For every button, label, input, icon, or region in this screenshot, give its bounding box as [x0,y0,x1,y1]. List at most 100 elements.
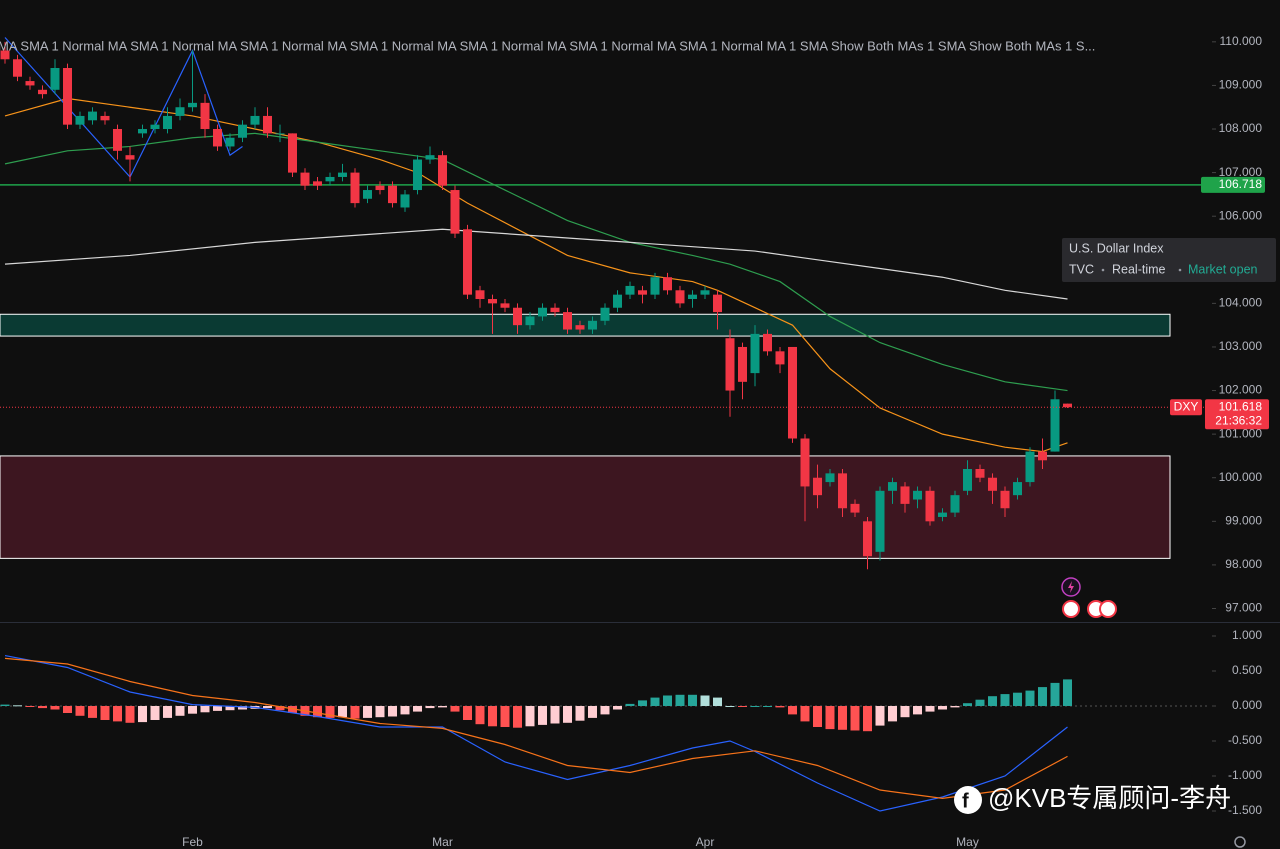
histogram-bar [875,705,885,726]
candle-body [988,477,997,491]
histogram-bar [450,705,460,712]
histogram-bar [50,705,60,710]
candle-body [25,81,35,86]
histogram-bar [788,705,797,715]
candle-body [800,438,810,487]
separator-dot [1178,268,1182,272]
candle-body [1000,490,1010,509]
ma-line [4,228,1068,300]
candle-body [300,172,310,186]
legend-source: TVC [1069,262,1094,276]
watermark-text: @KVB专属顾问-李舟 [988,783,1231,813]
histogram-bar [175,705,185,716]
candle-body [1063,403,1072,408]
y-tick-label: 107.000 [1219,165,1263,179]
histogram-bar [500,705,510,727]
candle-body [450,190,460,234]
candle-body [975,469,985,478]
histogram-bar [213,705,222,711]
histogram-bar [888,705,897,722]
legend-box: U.S. Dollar Index TVC Real-time Market o… [1062,238,1276,282]
candle-body [438,155,447,186]
histogram-bar [275,705,285,711]
candle-body [488,299,497,304]
histogram-bar [188,705,197,714]
candle-body [225,137,235,147]
candle-body [538,307,547,317]
histogram-bar [575,705,585,721]
candle-body [375,185,385,191]
histogram-bar [525,705,535,727]
histogram-bar [413,705,422,712]
histogram-bar [88,705,97,718]
candle-body [0,50,10,60]
histogram-bar [100,705,110,720]
plot-layer: 97.000 98.000 99.000 100.000 101.000 102.000 1… [0,34,1269,849]
symbol-tag-label: DXY [1174,399,1199,413]
candle-body [288,133,297,173]
histogram-bar [738,705,747,707]
histogram-bar [863,705,872,732]
histogram-bar [263,705,272,709]
watermark: f @KVB专属顾问-李舟 [954,783,1231,814]
candle-body [650,277,660,295]
y-tick-label: 97.000 [1225,601,1262,615]
y-tick-label: 110.000 [1220,34,1263,48]
event-icons [1061,577,1117,618]
x-tick-label: Feb [182,835,203,849]
histogram-bar [0,704,10,706]
candle-body [425,155,435,160]
candle-body [888,482,897,491]
price-tag [1205,399,1269,430]
histogram-bar [313,705,322,718]
y-tick-label: 109.000 [1219,78,1263,92]
histogram-bar [113,705,122,722]
histogram-bar [713,697,722,706]
separator-dot [1101,268,1105,272]
candle-body [750,333,760,374]
histogram-bar [338,705,347,718]
histogram-bar [375,705,385,718]
histogram-bar [1000,694,1010,706]
histogram-bar [75,705,85,716]
candle-body [838,473,847,509]
candle-body [625,285,635,295]
histogram-bar [675,694,685,706]
candle-body [563,312,572,330]
symbol-tag [1170,399,1202,416]
histogram-bar [475,705,485,725]
histogram-bar [900,705,910,718]
price-tag [1201,176,1265,193]
candle-body [513,307,522,326]
candle-body [688,294,697,300]
price-tag-label: 106.718 [1219,177,1263,191]
histogram-bar [38,705,47,709]
histogram-bar [138,705,147,723]
zone [0,313,1171,337]
candle-body [75,115,85,125]
histogram-bar [988,696,997,706]
histogram-bar [200,705,210,713]
candle-body [263,115,272,134]
histogram-bar [488,705,497,727]
histogram-bar [688,694,697,706]
histogram-bar [913,705,922,715]
histogram-bar [350,705,360,719]
settings-icon[interactable] [1234,836,1246,848]
histogram-bar [925,705,935,712]
watermark-logo-letter: f [962,790,969,812]
candle-body [475,290,485,300]
indicator-text: MA SMA 1 Normal MA SMA 1 Normal MA SMA 1… [0,38,1095,53]
candle-body [38,89,47,95]
histogram-bar [563,705,572,723]
histogram-bar [838,705,847,730]
candle-body [50,67,60,90]
y-tick-label: 101.000 [1219,426,1263,440]
candle-body [500,303,510,308]
candle-body [350,172,360,204]
candle-body [938,512,947,517]
ma-line [4,97,1068,453]
candle-body [275,133,285,135]
candle-body [638,290,647,295]
